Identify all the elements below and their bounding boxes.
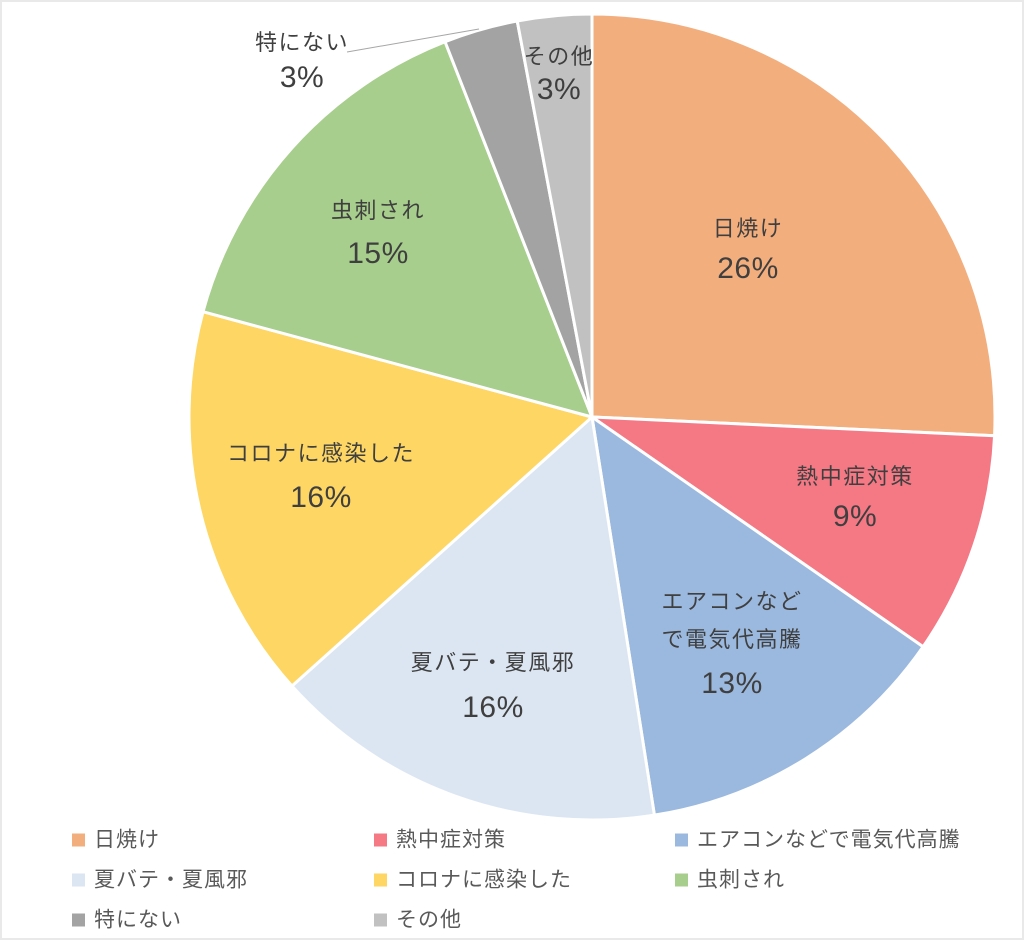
slice-label-5: 虫刺され (330, 198, 426, 223)
slice-percentage-7: 3% (536, 73, 582, 106)
pie-slice-4 (187, 310, 594, 688)
legend-item-1: 熱中症対策 (374, 830, 506, 851)
legend-swatch-0 (72, 833, 85, 847)
legend-item-3: 夏バテ・夏風邪 (72, 870, 248, 891)
legend-label-3: 夏バテ・夏風邪 (94, 868, 248, 892)
legend-swatch-2 (675, 833, 688, 847)
legend-label-5: 虫刺され (697, 868, 785, 892)
slice-label-6: 特にない (254, 30, 350, 55)
legend-swatch-1 (374, 833, 387, 847)
legend-swatch-6 (72, 913, 85, 927)
slice-percentage-0: 26% (717, 252, 779, 285)
pie-slice-2 (590, 415, 925, 817)
leader-line-6 (346, 28, 480, 53)
legend-label-7: その他 (396, 908, 462, 932)
slice-label-4: コロナに感染した (226, 441, 416, 466)
legend-label-6: 特にない (94, 908, 182, 932)
legend-swatch-7 (374, 913, 387, 927)
legend-swatch-5 (675, 873, 688, 887)
legend-label-1: 熱中症対策 (396, 828, 506, 852)
slice-percentage-4: 16% (290, 481, 352, 514)
slice-percentage-1: 9% (832, 500, 878, 533)
slice-label-1: 熱中症対策 (796, 464, 914, 489)
slice-percentage-5: 15% (347, 237, 409, 270)
slice-label-0: 日焼け (712, 216, 784, 241)
pie-slice-5 (201, 40, 594, 419)
slice-label-2: で電気代高騰 (661, 627, 803, 652)
slice-percentage-2: 13% (701, 667, 763, 700)
legend-item-4: コロナに感染した (374, 870, 572, 891)
slice-percentage-3: 16% (462, 691, 524, 724)
slice-label-7: その他 (523, 44, 595, 69)
legend-item-7: その他 (374, 910, 462, 931)
legend-label-0: 日焼け (94, 828, 160, 852)
pie-slice-1 (590, 415, 997, 649)
legend-label-4: コロナに感染した (396, 868, 572, 892)
legend-swatch-4 (374, 873, 387, 887)
legend-item-0: 日焼け (72, 830, 160, 851)
legend-item-2: エアコンなどで電気代高騰 (675, 830, 961, 851)
legend-item-6: 特にない (72, 910, 182, 931)
legend-swatch-3 (72, 873, 85, 887)
pie-slice-0 (590, 12, 997, 438)
slice-label-2: エアコンなど (661, 589, 803, 614)
slice-percentage-6: 3% (279, 61, 325, 94)
slice-label-3: 夏バテ・夏風邪 (410, 650, 576, 675)
legend-label-2: エアコンなどで電気代高騰 (697, 828, 961, 852)
pie-slice-7 (515, 12, 594, 419)
pie-slice-3 (290, 415, 656, 822)
legend-item-5: 虫刺され (675, 870, 785, 891)
